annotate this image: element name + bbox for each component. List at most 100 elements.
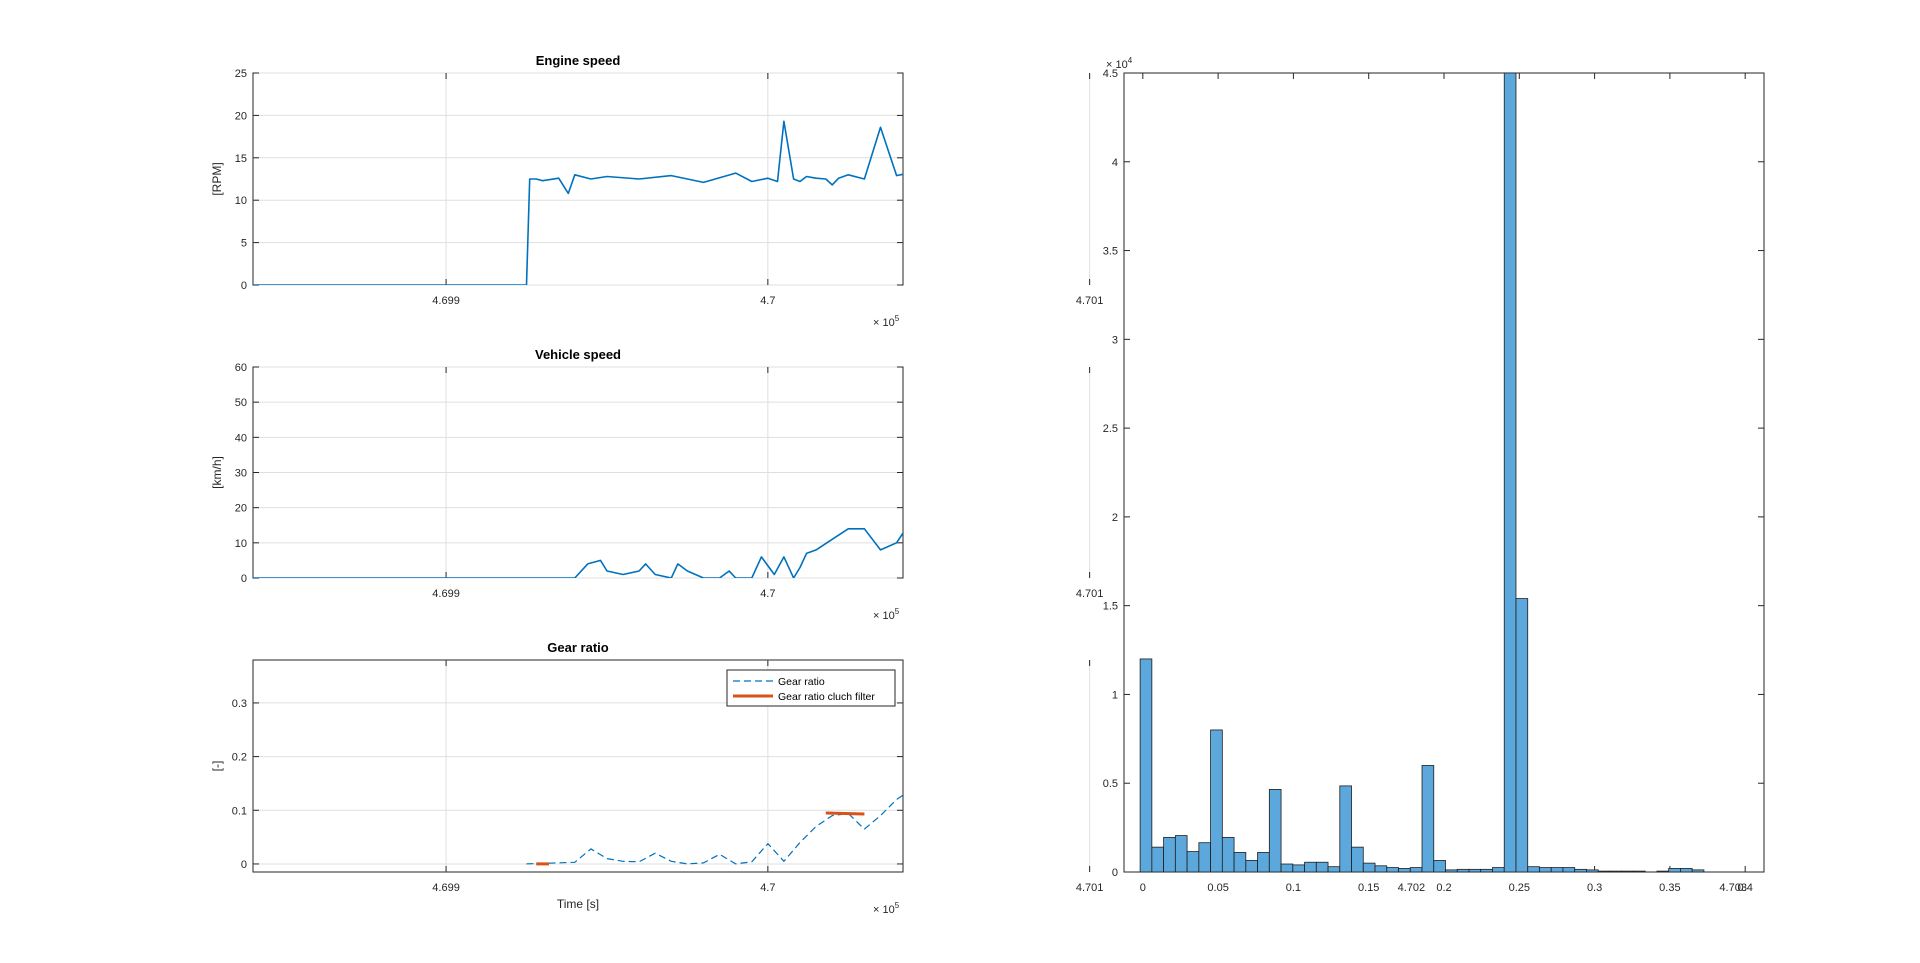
x-tick-label: 4.699 <box>432 295 460 307</box>
y-tick-label: 50 <box>235 397 247 409</box>
y-tick-label: 10 <box>235 538 247 550</box>
y-tick-label: 2.5 <box>1103 423 1118 435</box>
y-tick-label: 20 <box>235 110 247 122</box>
histogram-bar <box>1304 861 1317 873</box>
series-line-gear-ratio-cluch-filter <box>825 811 865 816</box>
histogram-bar <box>1163 836 1176 873</box>
histogram-bar <box>1468 868 1482 873</box>
y-axis-label: [RPM] <box>210 162 224 195</box>
axes-box <box>252 72 904 286</box>
histogram-bar <box>1233 852 1247 873</box>
histogram-bar <box>1398 868 1411 873</box>
y-tick-label: 20 <box>235 503 247 515</box>
x-tick-label: 0.15 <box>1358 882 1379 894</box>
x-tick-label: 0.05 <box>1207 882 1228 894</box>
series-line-gear-ratio-cluch-filter <box>980 788 1019 789</box>
histogram-bar <box>1656 870 1670 873</box>
x-tick-label: 0.35 <box>1659 882 1680 894</box>
histogram-bar <box>1609 870 1623 873</box>
axes-box <box>1123 72 1765 873</box>
chart-title: Engine speed <box>536 53 621 68</box>
histogram-bar <box>1503 72 1517 873</box>
y-tick-label: 3.5 <box>1103 246 1118 258</box>
histogram-bar <box>1280 863 1294 873</box>
x-tick-label: 4.699 <box>432 588 460 600</box>
histogram-bar <box>1221 836 1235 873</box>
y-exponent-label: × 104 <box>1106 56 1133 71</box>
x-tick-label: 4.702 <box>1398 882 1426 894</box>
histogram-bar <box>1292 864 1305 873</box>
histogram-bar <box>1633 870 1646 873</box>
histogram-plot: 0 0.05 0.1 0.15 0.2 0.25 0.3 0.35 0.4 0 0.5 1 1.5 2 2.… <box>1103 56 1765 894</box>
histogram-bar <box>1492 867 1505 873</box>
histogram-bar <box>1433 860 1446 873</box>
y-tick-label: 4.5 <box>1103 68 1118 80</box>
legend-box <box>726 669 896 707</box>
x-exponent-label: × 105 <box>873 901 900 916</box>
y-tick-label: 40 <box>235 432 247 444</box>
histogram-bar <box>1351 846 1364 873</box>
y-tick-label: 1.5 <box>1103 601 1118 613</box>
histogram-bar <box>1386 867 1399 873</box>
histogram-bar <box>1597 870 1611 873</box>
x-tick-label: 4.701 <box>1076 295 1104 307</box>
histogram-bar <box>1562 867 1576 873</box>
histogram-bar <box>1621 870 1634 873</box>
chart-title: Gear ratio <box>547 640 608 655</box>
histogram-bar <box>1456 868 1470 873</box>
x-tick-label: 0.4 <box>1738 882 1753 894</box>
histogram-bar <box>1586 869 1599 873</box>
y-axis-label: [-] <box>210 761 224 772</box>
y-tick-label: 4 <box>1112 157 1118 169</box>
y-axis-label: [km/h] <box>210 456 224 489</box>
y-tick-label: 3 <box>1112 334 1118 346</box>
histogram-bar <box>1680 868 1693 873</box>
x-tick-label: 0 <box>1140 882 1146 894</box>
x-tick-label: 4.699 <box>432 882 460 894</box>
histogram-bar <box>1245 860 1258 873</box>
histogram-bar <box>1210 729 1223 873</box>
x-tick-label: 0.25 <box>1509 882 1530 894</box>
histogram-bar <box>1362 862 1376 873</box>
histogram-bar <box>1139 658 1153 873</box>
y-tick-label: 0 <box>241 859 247 871</box>
y-tick-label: 30 <box>235 468 247 480</box>
legend: Gear ratio Gear ratio cluch filter <box>726 669 896 707</box>
histogram-bar <box>1574 868 1587 873</box>
histogram-bar <box>1339 785 1352 873</box>
x-tick-label: 4.7 <box>760 295 775 307</box>
y-tick-label: 2 <box>1112 512 1118 524</box>
y-tick-label: 60 <box>235 362 247 374</box>
x-axis-label: Time [s] <box>557 897 599 911</box>
histogram-bar <box>1445 869 1458 873</box>
histogram-bar <box>1409 867 1423 873</box>
series-line-gear-ratio-cluch-filter <box>1746 757 1920 759</box>
histogram-bar <box>1691 869 1705 873</box>
chart-title: Vehicle speed <box>535 347 621 362</box>
y-tick-label: 0 <box>1112 867 1118 879</box>
histogram-bar <box>1421 765 1435 873</box>
y-tick-label: 0.5 <box>1103 778 1118 790</box>
y-tick-label: 0.1 <box>232 805 247 817</box>
legend-entry: Gear ratio <box>778 676 825 688</box>
histogram-bar <box>1174 835 1188 873</box>
vehicle-speed-plot: 4.6994.74.7014.7024.7034.704010203040506… <box>210 347 1747 622</box>
x-tick-label: 0.1 <box>1286 882 1301 894</box>
series-line-gear-ratio <box>526 794 903 865</box>
y-tick-label: 0.3 <box>232 698 247 710</box>
y-tick-label: 0.2 <box>232 752 247 764</box>
x-tick-label: 4.701 <box>1076 588 1104 600</box>
x-exponent-label: × 105 <box>873 314 900 329</box>
x-tick-label: 4.701 <box>1076 882 1104 894</box>
x-tick-label: 0.2 <box>1436 882 1451 894</box>
x-exponent-label: × 105 <box>873 607 900 622</box>
y-tick-label: 25 <box>235 68 247 80</box>
histogram-bar <box>1151 846 1165 873</box>
x-tick-label: 4.7 <box>760 588 775 600</box>
y-tick-label: 5 <box>241 238 247 250</box>
histogram-bar <box>1539 867 1552 873</box>
x-tick-label: 4.703 <box>1719 882 1747 894</box>
histogram-bar <box>1668 868 1681 873</box>
y-tick-label: 10 <box>235 195 247 207</box>
